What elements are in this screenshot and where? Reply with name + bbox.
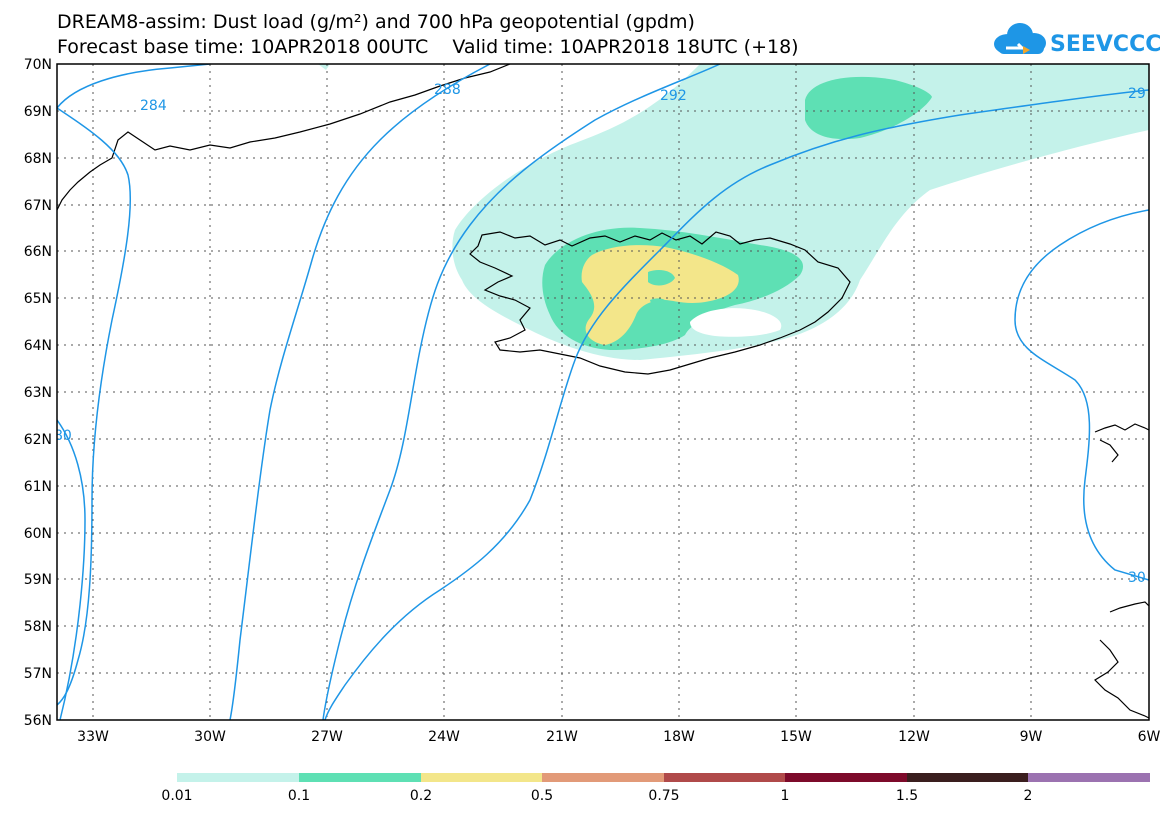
lat-label: 64N xyxy=(24,338,52,354)
colorbar-label: 1.5 xyxy=(896,788,918,804)
lat-label: 56N xyxy=(24,713,52,729)
lon-label: 21W xyxy=(546,729,578,745)
lat-label: 70N xyxy=(24,57,52,73)
dust-0.1-region-north xyxy=(805,76,932,140)
contour-label-292: 292 xyxy=(660,88,687,104)
contour-280 xyxy=(57,419,86,720)
longitude-labels: 33W 30W 27W 24W 21W 18W 15W 12W 9W 6W xyxy=(77,729,1160,745)
lon-label: 27W xyxy=(311,729,343,745)
dust-0.2-region xyxy=(581,245,739,345)
colorbar-swatch xyxy=(177,773,299,782)
lon-label: 24W xyxy=(428,729,460,745)
lat-label: 59N xyxy=(24,572,52,588)
contour-284-a xyxy=(57,64,211,109)
iceland-coast xyxy=(469,231,851,375)
colorbar-swatch xyxy=(907,773,1028,782)
lat-label: 62N xyxy=(24,432,52,448)
graticule xyxy=(57,64,1149,720)
logo-text: SEEVCCC xyxy=(1050,32,1160,57)
coastlines xyxy=(57,64,1149,719)
colorbar-swatch xyxy=(542,773,664,782)
faroe-coast xyxy=(1094,423,1149,463)
lat-label: 63N xyxy=(24,385,52,401)
colorbar-label: 0.5 xyxy=(531,788,553,804)
colorbar-label: 0.01 xyxy=(161,788,192,804)
contour-288 xyxy=(229,64,491,720)
map-area: 284 288 292 29 80 30 xyxy=(54,64,1149,720)
colorbar-label: 0.75 xyxy=(648,788,679,804)
dust-0.1-pocket-2 xyxy=(650,298,670,310)
colorbar: 0.01 0.1 0.2 0.5 0.75 1 1.5 2 xyxy=(161,773,1150,804)
latitude-labels: 70N 69N 68N 67N 66N 65N 64N 63N 62N 61N … xyxy=(24,57,52,729)
colorbar-label: 2 xyxy=(1024,788,1033,804)
lat-label: 57N xyxy=(24,666,52,682)
dust-0.1-pocket xyxy=(648,270,675,286)
contour-labels: 284 288 292 29 80 30 xyxy=(54,82,1146,586)
contour-label-296: 29 xyxy=(1128,86,1146,102)
colorbar-swatch xyxy=(1028,773,1150,782)
contour-300 xyxy=(1014,209,1149,581)
lat-label: 67N xyxy=(24,198,52,214)
lon-label: 30W xyxy=(194,729,226,745)
colorbar-label: 1 xyxy=(781,788,790,804)
scotland-coast xyxy=(1094,601,1149,719)
contour-292 xyxy=(322,64,721,720)
lat-label: 69N xyxy=(24,104,52,120)
contour-label-284: 284 xyxy=(140,98,167,114)
lon-label: 12W xyxy=(898,729,930,745)
title-line-1: DREAM8-assim: Dust load (g/m²) and 700 h… xyxy=(57,11,695,33)
title-line-2: Forecast base time: 10APR2018 00UTC Vali… xyxy=(57,36,799,58)
lat-label: 61N xyxy=(24,479,52,495)
lat-label: 60N xyxy=(24,526,52,542)
seevccc-logo: SEEVCCC xyxy=(994,23,1160,57)
lon-label: 6W xyxy=(1138,729,1161,745)
contour-label-288: 288 xyxy=(434,82,461,98)
lon-label: 9W xyxy=(1020,729,1043,745)
colorbar-swatch xyxy=(664,773,785,782)
lon-label: 33W xyxy=(77,729,109,745)
contour-label-280: 80 xyxy=(54,428,72,444)
lon-label: 15W xyxy=(780,729,812,745)
lat-label: 65N xyxy=(24,291,52,307)
contour-284-b xyxy=(57,107,132,706)
colorbar-swatch xyxy=(299,773,421,782)
clear-region xyxy=(690,308,782,337)
lat-label: 66N xyxy=(24,244,52,260)
geopotential-contours xyxy=(57,64,1149,720)
lon-label: 18W xyxy=(663,729,695,745)
map-frame xyxy=(56,63,1150,721)
greenland-coast xyxy=(57,64,511,211)
lat-label: 58N xyxy=(24,619,52,635)
contour-296 xyxy=(324,89,1149,720)
dust-0.01-small xyxy=(318,64,330,70)
lat-label: 68N xyxy=(24,151,52,167)
colorbar-swatch xyxy=(421,773,542,782)
colorbar-label: 0.1 xyxy=(288,788,310,804)
cloud-logo-icon xyxy=(994,23,1046,54)
colorbar-label: 0.2 xyxy=(410,788,432,804)
colorbar-swatch xyxy=(785,773,907,782)
contour-label-300: 30 xyxy=(1128,570,1146,586)
